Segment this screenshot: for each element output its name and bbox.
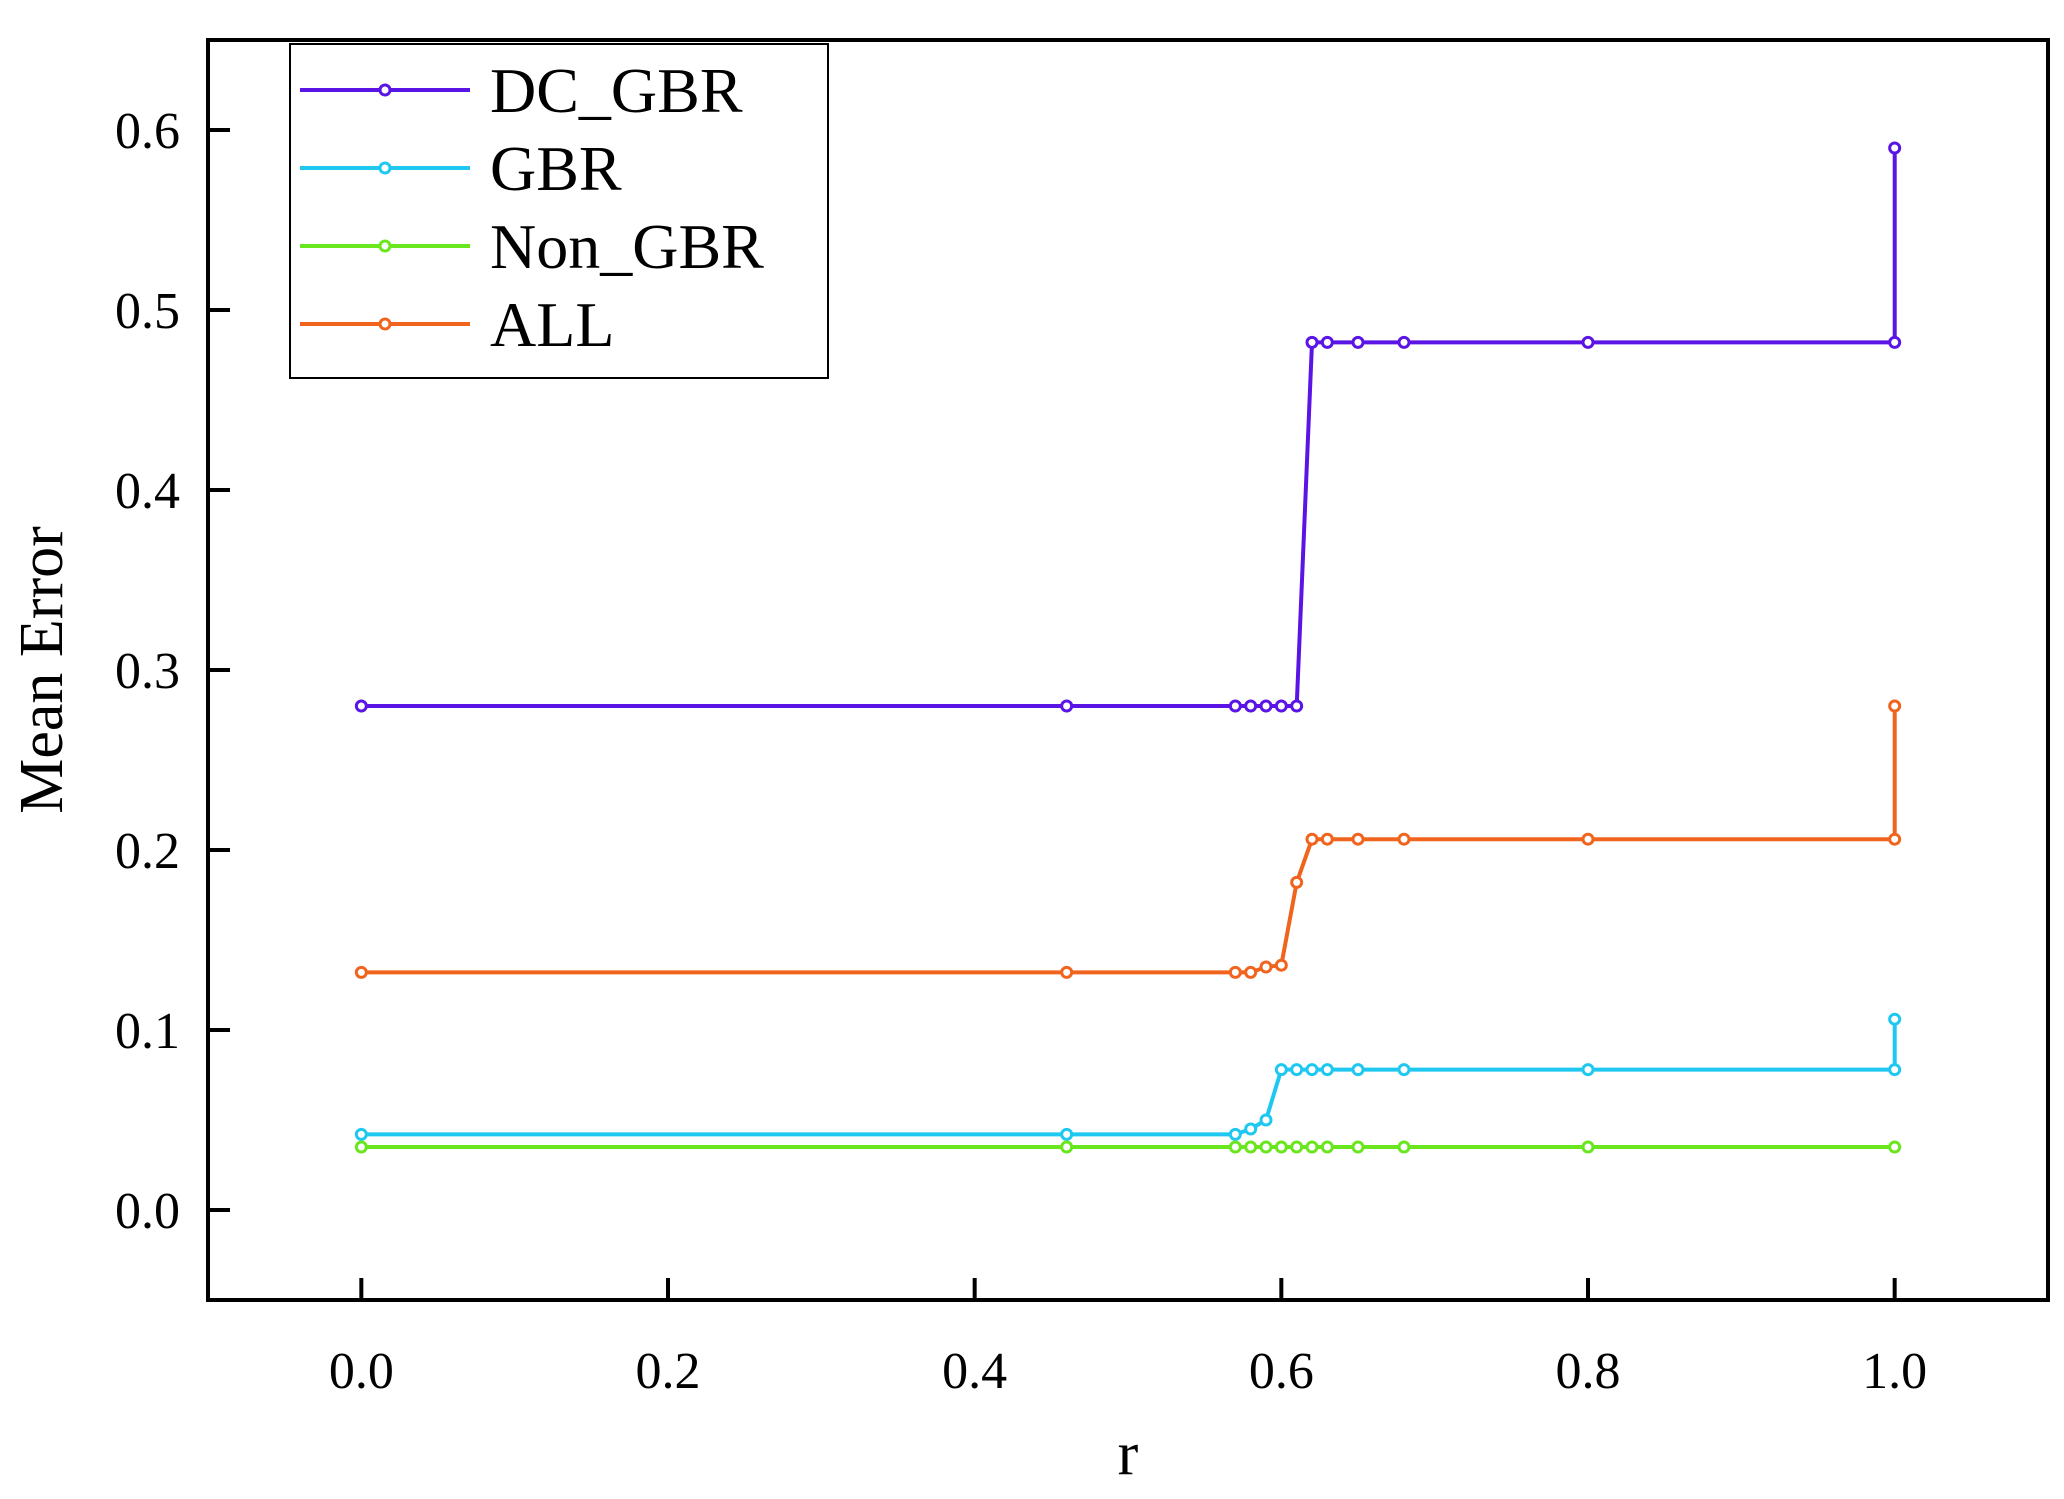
data-point [1244,1122,1258,1136]
legend-item: ALL [300,289,614,360]
data-point [1320,335,1334,349]
x-tick-label: 0.8 [1556,1343,1621,1400]
series-dc-gbr [354,141,1902,713]
x-tick-label: 1.0 [1862,1343,1927,1400]
data-point [1351,1140,1365,1154]
data-point [1274,699,1288,713]
data-point [1060,1127,1074,1141]
data-point [1274,1063,1288,1077]
legend-marker [378,239,392,253]
data-point [1244,965,1258,979]
data-point [1581,1140,1595,1154]
y-axis-label: Mean Error [8,526,76,814]
plot-area [354,141,1902,1154]
data-point [1351,1063,1365,1077]
data-point [1888,335,1902,349]
data-point [1320,1140,1334,1154]
legend-marker [378,83,392,97]
data-point [1060,1140,1074,1154]
x-tick-label: 0.2 [636,1343,701,1400]
data-point [354,699,368,713]
series-gbr [354,1012,1902,1141]
data-point [1397,1140,1411,1154]
y-tick-label: 0.0 [115,1183,180,1240]
data-point [1397,1063,1411,1077]
y-tick-label: 0.1 [115,1003,180,1060]
data-point [354,1140,368,1154]
data-point [1888,1012,1902,1026]
series-line [361,706,1897,975]
legend-label: GBR [490,133,622,204]
y-tick-label: 0.4 [115,463,180,520]
x-tick-label: 0.6 [1249,1343,1314,1400]
x-axis-label: r [1118,1420,1139,1488]
legend-label: DC_GBR [490,55,743,126]
data-point [1351,832,1365,846]
data-point [1259,699,1273,713]
data-point [1290,875,1304,889]
legend-item: GBR [300,133,622,204]
data-point [1305,1063,1319,1077]
data-point [1305,832,1319,846]
x-tick-label: 0.4 [942,1343,1007,1400]
data-point [1305,1140,1319,1154]
data-point [1274,1140,1288,1154]
data-point [1305,335,1319,349]
data-point [1581,832,1595,846]
data-point [1259,1140,1273,1154]
data-point [1320,832,1334,846]
y-tick-label: 0.2 [115,823,180,880]
data-point [354,1127,368,1141]
legend-marker [378,317,392,331]
data-point [1259,1113,1273,1127]
data-point [1320,1063,1334,1077]
legend-label: Non_GBR [490,211,764,282]
axis-ticks: 0.0 0.2 0.4 0.6 0.8 1.0 0.0 0.1 0.2 0.3 0.4 0.5 0.6 [115,103,1927,1400]
data-point [1228,1127,1242,1141]
series-non-gbr [354,1140,1902,1154]
data-point [1888,1140,1902,1154]
data-point [1351,335,1365,349]
data-point [1888,699,1902,713]
data-point [1290,699,1304,713]
data-point [1888,1063,1902,1077]
data-point [1274,958,1288,972]
series-line [361,1019,1897,1137]
x-tick-label: 0.0 [329,1343,394,1400]
data-point [1259,960,1273,974]
data-point [1888,832,1902,846]
data-point [1290,1063,1304,1077]
legend-item: Non_GBR [300,211,764,282]
data-point [1228,1140,1242,1154]
data-point [1228,965,1242,979]
data-point [1581,1063,1595,1077]
data-point [1581,335,1595,349]
y-tick-label: 0.3 [115,643,180,700]
data-point [1888,141,1902,155]
data-point [1228,699,1242,713]
y-tick-label: 0.5 [115,283,180,340]
y-tick-label: 0.6 [115,103,180,160]
legend-label: ALL [490,289,614,360]
series-all [354,699,1902,979]
data-point [1397,335,1411,349]
data-point [1244,699,1258,713]
data-point [1244,1140,1258,1154]
legend-item: DC_GBR [300,55,743,126]
data-point [1060,699,1074,713]
data-point [1290,1140,1304,1154]
data-point [354,965,368,979]
data-point [1060,965,1074,979]
data-point [1397,832,1411,846]
legend-marker [378,161,392,175]
